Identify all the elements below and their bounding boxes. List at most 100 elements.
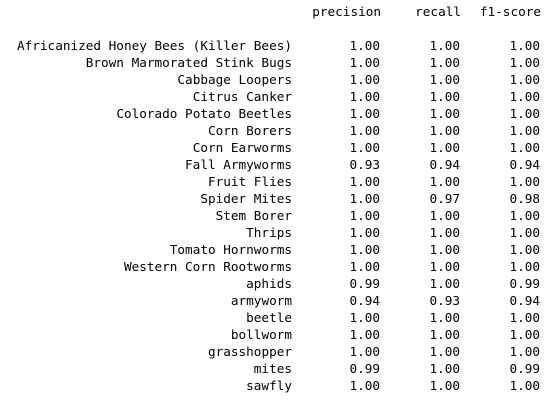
report-row: Cabbage Loopers 1.00 1.00 1.00 [2, 71, 558, 88]
report-row: mites 0.99 1.00 0.99 [2, 360, 558, 377]
class-label: Corn Borers [207, 123, 292, 138]
recall-value: 1.00 [429, 106, 460, 121]
precision-value: 1.00 [349, 106, 380, 121]
report-header-row: precision recall f1-score [2, 3, 558, 20]
report-row: Corn Earworms 1.00 1.00 1.00 [2, 139, 558, 156]
class-label: aphids [246, 276, 292, 291]
report-row: Corn Borers 1.00 1.00 1.00 [2, 122, 558, 139]
f1-score-value: 1.00 [509, 310, 540, 325]
precision-value: 0.94 [349, 293, 380, 308]
class-label: Spider Mites [200, 191, 292, 206]
recall-header: recall [415, 4, 461, 19]
report-row: sawfly 1.00 1.00 1.00 [2, 377, 558, 394]
class-label: Corn Earworms [192, 140, 292, 155]
f1-score-value: 0.94 [509, 293, 540, 308]
precision-value: 1.00 [349, 259, 380, 274]
precision-value: 1.00 [349, 174, 380, 189]
report-row: Brown Marmorated Stink Bugs 1.00 1.00 1.00 [2, 54, 558, 71]
recall-value: 1.00 [429, 242, 460, 257]
f1-score-value: 0.94 [509, 157, 540, 172]
recall-value: 1.00 [429, 140, 460, 155]
recall-value: 1.00 [429, 378, 460, 393]
class-label: beetle [246, 310, 292, 325]
f1-score-value: 1.00 [509, 89, 540, 104]
recall-value: 1.00 [429, 89, 460, 104]
recall-value: 0.94 [429, 157, 460, 172]
precision-value: 1.00 [349, 208, 380, 223]
report-row: Stem Borer 1.00 1.00 1.00 [2, 207, 558, 224]
class-label: armyworm [230, 293, 292, 308]
f1-score-value: 1.00 [509, 208, 540, 223]
f1-score-value: 1.00 [509, 327, 540, 342]
report-row: Western Corn Rootworms 1.00 1.00 1.00 [2, 258, 558, 275]
class-label: grasshopper [207, 344, 292, 359]
class-label: Tomato Hornworms [169, 242, 292, 257]
class-label: Colorado Potato Beetles [116, 106, 292, 121]
class-label: Stem Borer [215, 208, 292, 223]
f1-score-value: 0.99 [509, 361, 540, 376]
precision-value: 1.00 [349, 344, 380, 359]
recall-value: 1.00 [429, 276, 460, 291]
precision-value: 0.93 [349, 157, 380, 172]
report-row: Thrips 1.00 1.00 1.00 [2, 224, 558, 241]
recall-value: 1.00 [429, 38, 460, 53]
report-row: beetle 1.00 1.00 1.00 [2, 309, 558, 326]
recall-value: 1.00 [429, 344, 460, 359]
recall-value: 1.00 [429, 123, 460, 138]
f1-score-value: 1.00 [509, 55, 540, 70]
report-row: Fruit Flies 1.00 1.00 1.00 [2, 173, 558, 190]
recall-value: 1.00 [429, 259, 460, 274]
recall-value: 1.00 [429, 310, 460, 325]
precision-value: 1.00 [349, 72, 380, 87]
report-row: Citrus Canker 1.00 1.00 1.00 [2, 88, 558, 105]
report-row: Colorado Potato Beetles 1.00 1.00 1.00 [2, 105, 558, 122]
precision-value: 1.00 [349, 310, 380, 325]
class-label: Africanized Honey Bees (Killer Bees) [17, 38, 292, 53]
precision-value: 1.00 [349, 242, 380, 257]
class-label: mites [253, 361, 292, 376]
recall-value: 1.00 [429, 225, 460, 240]
precision-value: 1.00 [349, 55, 380, 70]
f1-score-value: 1.00 [509, 225, 540, 240]
class-label: Fall Armyworms [185, 157, 292, 172]
report-row: aphids 0.99 1.00 0.99 [2, 275, 558, 292]
precision-value: 1.00 [349, 123, 380, 138]
f1-score-value: 1.00 [509, 123, 540, 138]
report-rows: Africanized Honey Bees (Killer Bees) 1.00… [2, 37, 558, 394]
recall-value: 1.00 [429, 55, 460, 70]
recall-value: 1.00 [429, 361, 460, 376]
precision-value: 1.00 [349, 89, 380, 104]
precision-header: precision [312, 4, 381, 19]
class-label: Thrips [246, 225, 292, 240]
precision-value: 1.00 [349, 378, 380, 393]
precision-value: 1.00 [349, 38, 380, 53]
class-label: Fruit Flies [207, 174, 292, 189]
recall-value: 1.00 [429, 208, 460, 223]
class-label: sawfly [246, 378, 292, 393]
f1-score-value: 1.00 [509, 140, 540, 155]
precision-value: 1.00 [349, 327, 380, 342]
report-row: bollworm 1.00 1.00 1.00 [2, 326, 558, 343]
f1-score-value: 0.99 [509, 276, 540, 291]
recall-value: 1.00 [429, 72, 460, 87]
recall-value: 0.97 [429, 191, 460, 206]
recall-value: 0.93 [429, 293, 460, 308]
f1-score-value: 1.00 [509, 174, 540, 189]
report-row: Spider Mites 1.00 0.97 0.98 [2, 190, 558, 207]
class-label: Western Corn Rootworms [123, 259, 292, 274]
class-label: bollworm [230, 327, 292, 342]
report-row: grasshopper 1.00 1.00 1.00 [2, 343, 558, 360]
precision-value: 0.99 [349, 276, 380, 291]
f1-score-value: 1.00 [509, 259, 540, 274]
f1-score-value: 1.00 [509, 378, 540, 393]
classification-report: precision recall f1-score Africanized Ho… [2, 3, 558, 394]
report-row: armyworm 0.94 0.93 0.94 [2, 292, 558, 309]
recall-value: 1.00 [429, 174, 460, 189]
f1-score-value: 1.00 [509, 38, 540, 53]
precision-value: 1.00 [349, 140, 380, 155]
precision-value: 0.99 [349, 361, 380, 376]
f1-score-value: 1.00 [509, 344, 540, 359]
precision-value: 1.00 [349, 191, 380, 206]
f1-score-value: 1.00 [509, 242, 540, 257]
f1-score-header: f1-score [479, 4, 541, 19]
